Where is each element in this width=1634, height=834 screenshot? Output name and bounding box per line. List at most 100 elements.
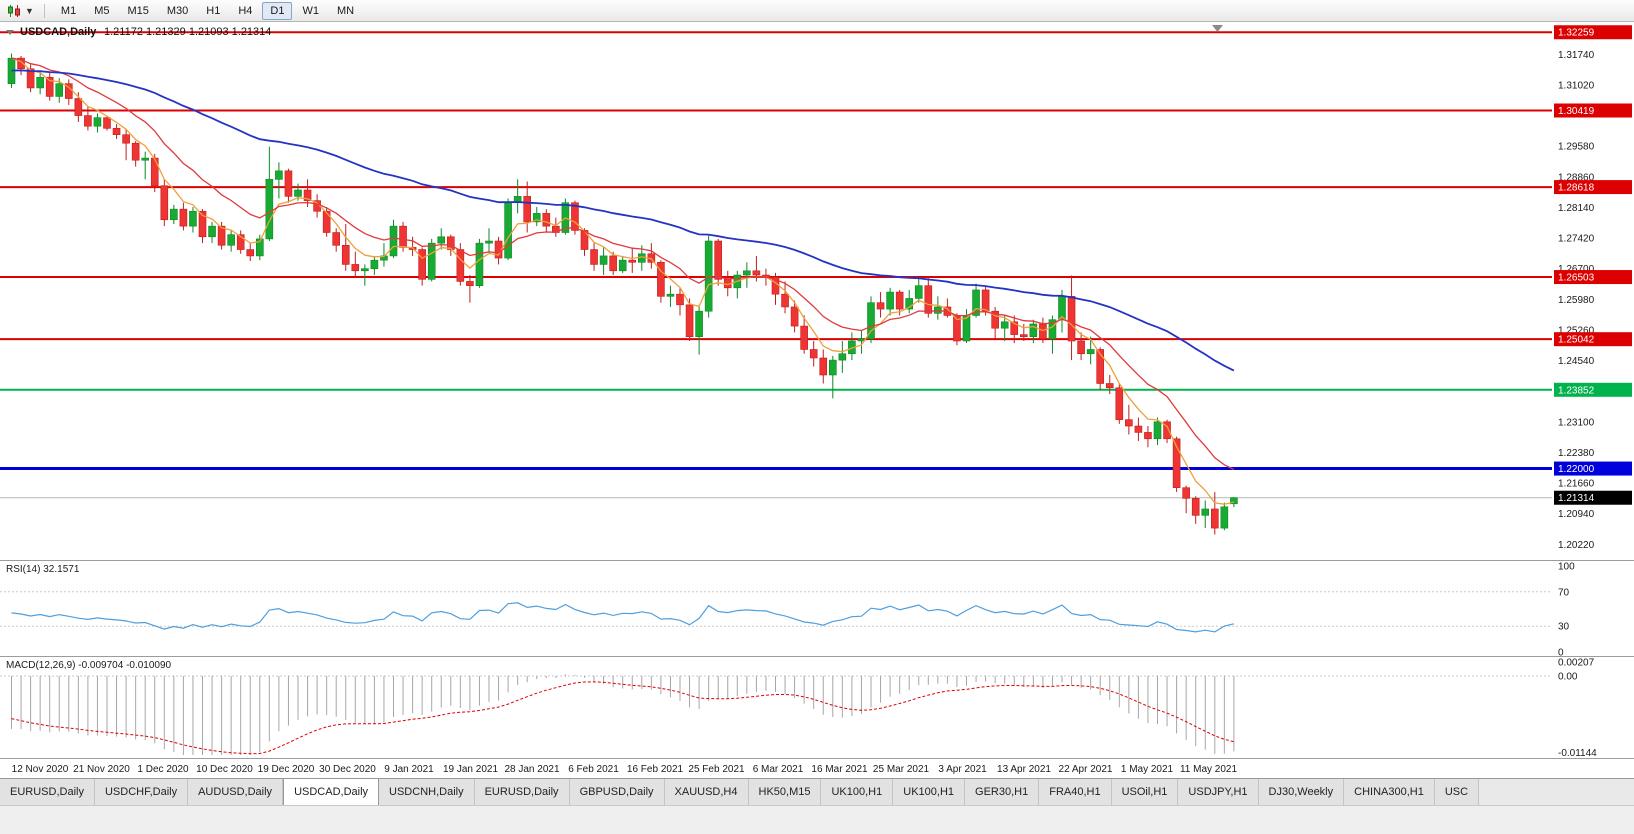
price-badge-1.26503: 1.26503	[1554, 270, 1632, 285]
svg-text:1.30419: 1.30419	[1558, 106, 1595, 117]
rsi-axis-label: 70	[1558, 587, 1570, 598]
price-badge-1.25042: 1.25042	[1554, 332, 1632, 347]
svg-text:1.26503: 1.26503	[1558, 273, 1595, 284]
svg-text:1.25042: 1.25042	[1558, 335, 1595, 346]
chart-tab-uk100-h1[interactable]: UK100,H1	[821, 779, 894, 805]
chevron-down-icon[interactable]: ▼	[25, 5, 34, 16]
timeframe-button-mn[interactable]: MN	[336, 4, 355, 17]
macd-axis-label: 0.00207	[1558, 658, 1595, 669]
price-badge-1.21314: 1.21314	[1554, 490, 1632, 505]
chart-tab-dj30-weekly[interactable]: DJ30,Weekly	[1258, 779, 1345, 805]
chart-ohlc-values: 1.21172 1.21329 1.21093 1.21314	[104, 26, 271, 38]
chart-tab-xauusd-h4[interactable]: XAUUSD,H4	[664, 779, 749, 805]
chart-tab-eurusd-daily[interactable]: EURUSD,Daily	[474, 779, 570, 805]
y-axis-label: 1.27420	[1558, 234, 1595, 245]
x-axis-label: 12 Nov 2020	[12, 764, 69, 775]
timeframe-button-m1[interactable]: M1	[60, 4, 77, 17]
ma-slow-line	[11, 69, 1235, 372]
x-axis-label: 19 Dec 2020	[258, 764, 315, 775]
y-axis-label: 1.24540	[1558, 356, 1595, 367]
x-axis-label: 25 Mar 2021	[873, 764, 930, 775]
toolbar-separator	[43, 3, 45, 18]
timeframe-button-m15[interactable]: M15	[127, 4, 149, 17]
rsi-axis-label: 100	[1558, 562, 1575, 573]
x-axis-label: 13 Apr 2021	[997, 764, 1051, 775]
y-axis-label: 1.22380	[1558, 448, 1595, 459]
chart-window[interactable]: 1.31740 1.31020 1.29580 1.28860 1.28140 1.274…	[0, 22, 1634, 778]
svg-text:1.22000: 1.22000	[1558, 464, 1595, 475]
x-axis-label: 9 Jan 2021	[384, 764, 434, 775]
candlestick-glyph	[7, 4, 20, 17]
x-axis-label: 21 Nov 2020	[73, 764, 130, 775]
x-axis-label: 3 Apr 2021	[938, 764, 987, 775]
chart-tab-usdjpy-h1[interactable]: USDJPY,H1	[1178, 779, 1259, 805]
timeframe-button-w1[interactable]: W1	[302, 4, 319, 17]
macd-axis-label: -0.01144	[1558, 748, 1597, 759]
timeframe-button-d1[interactable]: D1	[262, 1, 293, 20]
rsi-line	[11, 602, 1235, 633]
chart-tab-ger30-h1[interactable]: GER30,H1	[965, 779, 1040, 805]
price-badge-1.22000: 1.22000	[1554, 461, 1632, 476]
chart-tab-usdcnh-daily[interactable]: USDCNH,Daily	[379, 779, 475, 805]
y-axis-label: 1.25980	[1558, 295, 1595, 306]
x-axis-label: 6 Feb 2021	[568, 764, 619, 775]
candlestick-chart-type-icon[interactable]	[5, 3, 23, 19]
toolbar: ▼ M1 M5 M15 M30 H1 H4 D1 W1 MN	[0, 0, 1634, 22]
x-axis-label: 19 Jan 2021	[443, 764, 498, 775]
chart-tab-usdcad-daily[interactable]: USDCAD,Daily	[283, 779, 380, 805]
svg-text:1.23852: 1.23852	[1558, 385, 1595, 396]
timeframe-button-m5[interactable]: M5	[94, 4, 110, 17]
x-axis-label: 16 Feb 2021	[627, 764, 684, 775]
chart-tab-fra40-h1[interactable]: FRA40,H1	[1039, 779, 1112, 805]
chart-shift-marker-icon[interactable]	[1212, 25, 1223, 32]
macd-signal-line	[11, 681, 1235, 755]
price-badge-1.28618: 1.28618	[1554, 180, 1632, 195]
x-axis-label: 11 May 2021	[1180, 764, 1238, 775]
x-axis-label: 30 Dec 2020	[319, 764, 376, 775]
y-axis-label: 1.20940	[1558, 509, 1595, 520]
macd-axis-label: 0.00	[1558, 672, 1578, 683]
rsi-axis-label: 0	[1558, 648, 1564, 659]
chart-tab-usoil-h1[interactable]: USOil,H1	[1111, 779, 1179, 805]
x-axis-label: 1 Dec 2020	[137, 764, 189, 775]
x-axis-label: 6 Mar 2021	[753, 764, 804, 775]
price-badge-1.23852: 1.23852	[1554, 382, 1632, 397]
chart-tab-hk50-m15[interactable]: HK50,M15	[748, 779, 822, 805]
one-click-trading-toggle-icon[interactable]	[6, 30, 14, 35]
status-bar	[0, 805, 1634, 834]
y-axis-label: 1.25260	[1558, 325, 1595, 336]
x-axis-label: 28 Jan 2021	[504, 764, 559, 775]
timeframe-button-m30[interactable]: M30	[166, 4, 189, 17]
timeframe-button-h1[interactable]: H1	[206, 4, 221, 17]
macd-histogram	[11, 674, 1235, 755]
y-axis-label: 1.21660	[1558, 479, 1595, 490]
svg-text:1.21314: 1.21314	[1558, 493, 1595, 504]
y-axis-label: 1.20220	[1558, 540, 1595, 551]
x-axis-label: 10 Dec 2020	[196, 764, 253, 775]
ma-fast-line	[11, 57, 1235, 505]
ma-mid-line	[11, 57, 1235, 471]
y-axis-label: 1.28860	[1558, 172, 1595, 183]
svg-text:1.28618: 1.28618	[1558, 183, 1595, 194]
chart-tab-eurusd-daily[interactable]: EURUSD,Daily	[0, 779, 95, 805]
y-axis-label: 1.31020	[1558, 80, 1595, 91]
chart-canvas[interactable]: 1.31740 1.31020 1.29580 1.28860 1.28140 1.274…	[0, 22, 1634, 778]
chart-tab-china300-h1[interactable]: CHINA300,H1	[1344, 779, 1435, 805]
chart-tab-audusd-daily[interactable]: AUDUSD,Daily	[188, 779, 284, 805]
y-axis-label: 1.28140	[1558, 203, 1595, 214]
chart-background	[0, 22, 1634, 778]
rsi-axis-label: 30	[1558, 622, 1570, 633]
chart-tab-uk100-h1[interactable]: UK100,H1	[893, 779, 966, 805]
rsi-label: RSI(14) 32.1571	[6, 564, 80, 575]
timeframe-button-h4[interactable]: H4	[238, 4, 253, 17]
price-badge-1.32259: 1.32259	[1554, 25, 1632, 40]
candles-layer	[7, 53, 1238, 535]
chart-title: USDCAD,Daily	[20, 26, 97, 38]
y-axis-label: 1.29580	[1558, 142, 1595, 153]
charts-tab-bar: EURUSD,Daily USDCHF,Daily AUDUSD,Daily USDC…	[0, 778, 1634, 805]
timeframe-buttons: M1 M5 M15 M30 H1 H4 D1 W1 MN	[53, 1, 362, 20]
chart-tab-usdchf-daily[interactable]: USDCHF,Daily	[94, 779, 189, 805]
chart-tab-gbpusd-daily[interactable]: GBPUSD,Daily	[569, 779, 665, 805]
y-axis-label: 1.31740	[1558, 50, 1595, 61]
chart-tab-usc[interactable]: USC	[1434, 779, 1480, 805]
